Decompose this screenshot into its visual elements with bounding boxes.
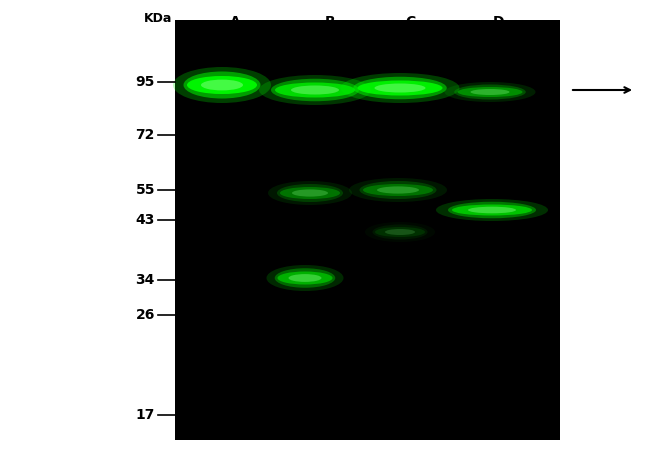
Ellipse shape (277, 184, 343, 202)
Ellipse shape (275, 82, 355, 98)
Ellipse shape (468, 207, 516, 213)
Ellipse shape (358, 81, 443, 95)
Ellipse shape (385, 229, 415, 235)
Ellipse shape (377, 186, 419, 194)
Ellipse shape (275, 268, 335, 288)
Text: 55: 55 (135, 183, 155, 197)
Ellipse shape (201, 80, 243, 90)
Text: A: A (229, 15, 240, 29)
Ellipse shape (349, 178, 447, 202)
Ellipse shape (183, 72, 261, 99)
Ellipse shape (341, 73, 460, 103)
Ellipse shape (271, 79, 359, 101)
Ellipse shape (471, 89, 510, 95)
Ellipse shape (292, 189, 328, 197)
Ellipse shape (187, 76, 257, 94)
Ellipse shape (452, 204, 532, 216)
Text: 95: 95 (136, 75, 155, 89)
Ellipse shape (372, 225, 428, 239)
Text: 26: 26 (136, 308, 155, 322)
Ellipse shape (289, 274, 322, 282)
Ellipse shape (365, 222, 435, 242)
Bar (175, 20, 560, 440)
Ellipse shape (363, 184, 433, 196)
Ellipse shape (375, 227, 425, 237)
Ellipse shape (445, 82, 536, 102)
Ellipse shape (436, 199, 548, 221)
Ellipse shape (374, 84, 426, 93)
Ellipse shape (173, 67, 271, 103)
Ellipse shape (454, 85, 526, 99)
Ellipse shape (359, 181, 437, 199)
Text: B: B (325, 15, 335, 29)
Ellipse shape (278, 271, 333, 284)
Ellipse shape (291, 86, 339, 94)
Text: 72: 72 (136, 128, 155, 142)
Ellipse shape (259, 75, 371, 105)
Text: 43: 43 (136, 213, 155, 227)
Ellipse shape (353, 77, 447, 99)
Ellipse shape (266, 265, 343, 291)
Text: 34: 34 (136, 273, 155, 287)
Ellipse shape (268, 181, 352, 205)
Text: D: D (492, 15, 504, 29)
Text: 17: 17 (136, 408, 155, 422)
Ellipse shape (448, 202, 536, 218)
Text: KDa: KDa (144, 12, 172, 25)
Ellipse shape (280, 187, 340, 199)
Text: C: C (405, 15, 415, 29)
Ellipse shape (458, 87, 523, 97)
